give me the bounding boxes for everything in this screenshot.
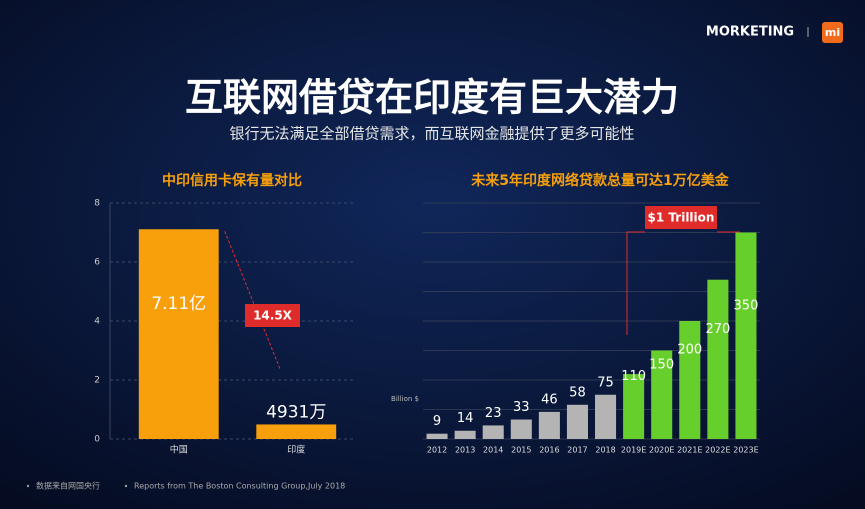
value-label: 9 [433,414,441,429]
bar [510,419,532,439]
bullet [26,484,30,488]
y-tick-label: 8 [94,199,100,209]
bar [138,229,219,439]
x-tick-label: 2015 [511,446,531,455]
title: 互联网借贷在印度有巨大潜力 [185,76,679,120]
logo: mi [825,26,840,39]
annotation: 14.5X [253,309,293,323]
chart-title: 中印信用卡保有量对比 [162,172,302,189]
bar [256,424,337,439]
y-tick-label: 2 [94,376,100,386]
y-tick-label: 4 [94,317,100,327]
brand: MORKETING [706,25,794,40]
subtitle: 银行无法满足全部借贷需求，而互联网金融提供了更多可能性 [229,125,634,143]
value-label: 350 [734,298,759,313]
x-tick-label: 2021E [677,446,702,455]
value-label: 75 [597,375,614,390]
bar [482,425,504,439]
x-tick-label: 印度 [287,444,305,456]
x-tick-label: 2017 [567,446,587,455]
bar [454,430,476,439]
x-tick-label: 2023E [733,446,758,455]
bullet [124,484,128,488]
bar [735,232,757,439]
bar [595,394,617,439]
bar [538,411,560,439]
x-tick-label: 2019E [621,446,646,455]
bar [651,350,673,439]
value-label: 150 [649,357,674,372]
value-label: 46 [541,392,558,407]
x-tick-label: 2022E [705,446,730,455]
x-tick-label: 2018 [595,446,615,455]
annotation-box [645,206,717,229]
bracket [626,231,645,335]
x-tick-label: 2012 [427,446,447,455]
bar [679,321,701,439]
bar [426,433,448,439]
value-label: 7.11亿 [151,294,206,314]
y-tick-label: 6 [94,258,100,268]
annotation-box [245,304,300,327]
value-label: 4931万 [266,402,326,422]
bar [707,279,729,439]
footnote: 数据来自网国央行 [36,481,100,491]
bar [623,374,645,439]
x-tick-label: 2016 [539,446,559,455]
footnote: Reports from The Boston Consulting Group… [134,482,345,491]
y-tick-label: 0 [94,435,100,445]
value-label: 110 [621,369,646,384]
chart-title: 未来5年印度网络贷款总量可达1万亿美金 [471,172,729,189]
value-label: 33 [513,400,530,415]
x-tick-label: 2020E [649,446,674,455]
bar [566,404,588,439]
value-label: 200 [677,343,702,358]
y-axis-label: Billion $ [391,395,419,403]
value-label: 14 [457,411,474,426]
x-tick-label: 2013 [455,446,475,455]
value-label: 58 [569,385,586,400]
value-label: 23 [485,406,502,421]
annotation: $1 Trillion [648,211,715,225]
logo-box [822,22,843,43]
x-tick-label: 2014 [483,446,503,455]
x-tick-label: 中国 [170,444,188,456]
value-label: 270 [705,322,730,337]
